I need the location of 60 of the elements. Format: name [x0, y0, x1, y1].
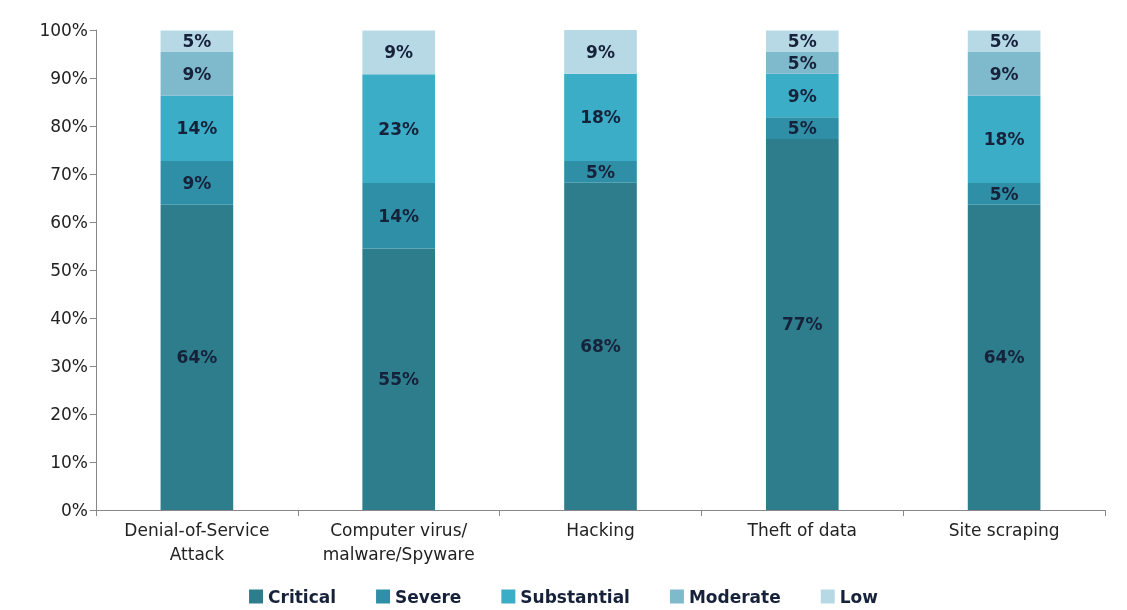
data-label: 5% — [182, 31, 212, 52]
data-label: 18% — [580, 107, 621, 128]
x-tick-label: Computer virus/ malware/Spyware — [322, 520, 475, 564]
bar — [160, 161, 234, 205]
data-label: 9% — [182, 63, 212, 84]
legend-label: Low — [839, 586, 879, 607]
y-tick-label: 40% — [50, 308, 88, 328]
data-label: 9% — [182, 172, 212, 193]
bar — [765, 73, 839, 118]
legend-label: Substantial — [520, 586, 630, 607]
data-label: 9% — [586, 41, 615, 62]
bar — [160, 95, 234, 162]
y-tick-label: 70% — [50, 164, 88, 184]
y-tick-label: 90% — [50, 68, 88, 88]
data-label: 18% — [983, 129, 1025, 150]
y-tick-label: 0% — [61, 500, 88, 520]
bar — [765, 138, 839, 510]
data-label: 5% — [989, 31, 1019, 52]
y-tick-label: 30% — [50, 356, 88, 376]
data-label: 9% — [989, 63, 1019, 84]
x-tick-label: Denial-of-Service Attack — [124, 520, 270, 564]
data-label: 68% — [580, 336, 621, 357]
y-tick-label: 80% — [50, 116, 88, 136]
legend-label: Moderate — [688, 586, 781, 607]
data-label: 5% — [989, 183, 1019, 204]
x-tick-label: Hacking — [566, 520, 635, 540]
data-label: 9% — [384, 42, 414, 63]
x-tick-label: Site scraping — [948, 520, 1060, 540]
data-label: 23% — [378, 118, 420, 139]
bar — [564, 30, 637, 74]
bar — [362, 183, 436, 249]
bar — [160, 52, 234, 96]
y-tick-label: 10% — [50, 452, 88, 472]
data-label: 64% — [176, 347, 218, 368]
data-label: 14% — [176, 118, 218, 139]
legend-label: Severe — [395, 586, 462, 607]
bar — [362, 30, 436, 75]
bar — [564, 182, 637, 510]
bar — [967, 52, 1041, 96]
data-label: 5% — [787, 118, 817, 139]
data-label: 14% — [378, 205, 420, 226]
data-label: 55% — [378, 369, 420, 390]
data-label: 64% — [983, 347, 1025, 368]
y-tick-label: 60% — [50, 212, 88, 232]
bar — [362, 248, 436, 510]
y-tick-label: 100% — [39, 20, 88, 40]
bar — [967, 95, 1041, 184]
y-tick-label: 50% — [50, 260, 88, 280]
x-tick-label: Theft of data — [746, 520, 858, 540]
data-label: 5% — [787, 31, 817, 52]
legend-label: Critical — [268, 586, 337, 607]
bar — [160, 204, 234, 510]
data-label: 5% — [586, 161, 615, 182]
data-label: 9% — [787, 85, 817, 106]
bar — [362, 74, 436, 184]
bar — [564, 73, 637, 162]
y-tick-label: 20% — [50, 404, 88, 424]
data-label: 5% — [787, 52, 817, 73]
bar — [967, 204, 1041, 510]
data-label: 77% — [781, 314, 823, 335]
